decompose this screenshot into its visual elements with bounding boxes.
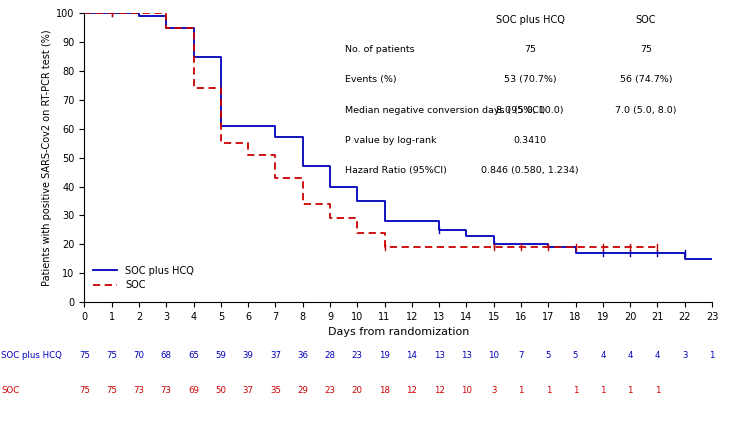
Text: Hazard Ratio (95%CI): Hazard Ratio (95%CI) — [345, 166, 447, 176]
Text: 10: 10 — [461, 386, 472, 395]
Text: P value by log-rank: P value by log-rank — [345, 136, 436, 145]
Text: 13: 13 — [461, 351, 472, 359]
Text: 13: 13 — [434, 351, 445, 359]
Text: 69: 69 — [188, 386, 199, 395]
Text: 39: 39 — [243, 351, 253, 359]
Text: 7: 7 — [518, 351, 524, 359]
Text: 1: 1 — [600, 386, 606, 395]
Text: 75: 75 — [524, 45, 536, 54]
Text: 10: 10 — [488, 351, 499, 359]
Text: SOC: SOC — [1, 386, 20, 395]
Text: 12: 12 — [434, 386, 445, 395]
Text: 1: 1 — [709, 351, 715, 359]
Text: 75: 75 — [106, 386, 117, 395]
Text: 4: 4 — [600, 351, 606, 359]
Text: 0.846 (0.580, 1.234): 0.846 (0.580, 1.234) — [482, 166, 579, 176]
Text: No. of patients: No. of patients — [345, 45, 415, 54]
Text: 18: 18 — [379, 386, 390, 395]
Text: 14: 14 — [407, 351, 418, 359]
Text: 37: 37 — [243, 386, 254, 395]
Text: 1: 1 — [518, 386, 524, 395]
Text: 5: 5 — [573, 351, 578, 359]
Text: 73: 73 — [161, 386, 172, 395]
Text: 73: 73 — [134, 386, 145, 395]
Text: 3: 3 — [491, 386, 496, 395]
Text: 3: 3 — [682, 351, 688, 359]
Text: 53 (70.7%): 53 (70.7%) — [504, 75, 556, 84]
Text: SOC: SOC — [636, 15, 656, 25]
Text: 65: 65 — [188, 351, 199, 359]
Text: 75: 75 — [106, 351, 117, 359]
X-axis label: Days from randomization: Days from randomization — [327, 327, 469, 337]
Text: 12: 12 — [407, 386, 418, 395]
Text: 1: 1 — [573, 386, 578, 395]
Text: 19: 19 — [379, 351, 390, 359]
Text: 8.0 (5.0, 10.0): 8.0 (5.0, 10.0) — [496, 106, 564, 115]
Text: 50: 50 — [215, 386, 226, 395]
Text: 59: 59 — [215, 351, 226, 359]
Text: 56 (74.7%): 56 (74.7%) — [619, 75, 672, 84]
Text: 29: 29 — [297, 386, 308, 395]
Text: 70: 70 — [134, 351, 145, 359]
Text: 1: 1 — [628, 386, 633, 395]
Text: 36: 36 — [297, 351, 308, 359]
Text: Events (%): Events (%) — [345, 75, 396, 84]
Text: 20: 20 — [352, 386, 363, 395]
Text: Median negative conversion days (95%CI): Median negative conversion days (95%CI) — [345, 106, 545, 115]
Text: 5: 5 — [545, 351, 551, 359]
Text: 28: 28 — [324, 351, 335, 359]
Legend: SOC plus HCQ, SOC: SOC plus HCQ, SOC — [90, 262, 198, 294]
Text: 75: 75 — [79, 386, 90, 395]
Text: 1: 1 — [545, 386, 551, 395]
Text: 7.0 (5.0, 8.0): 7.0 (5.0, 8.0) — [615, 106, 677, 115]
Text: 23: 23 — [352, 351, 363, 359]
Text: 75: 75 — [79, 351, 90, 359]
Text: 23: 23 — [324, 386, 335, 395]
Text: 37: 37 — [270, 351, 281, 359]
Text: 75: 75 — [640, 45, 652, 54]
Text: 0.3410: 0.3410 — [513, 136, 547, 145]
Text: SOC plus HCQ: SOC plus HCQ — [495, 15, 564, 25]
Text: 4: 4 — [655, 351, 660, 359]
Text: 1: 1 — [655, 386, 660, 395]
Text: 68: 68 — [161, 351, 172, 359]
Text: 35: 35 — [270, 386, 281, 395]
Text: 4: 4 — [628, 351, 633, 359]
Text: SOC plus HCQ: SOC plus HCQ — [1, 351, 62, 359]
Y-axis label: Patients with positive SARS-Cov2 on RT-PCR test (%): Patients with positive SARS-Cov2 on RT-P… — [42, 30, 52, 286]
